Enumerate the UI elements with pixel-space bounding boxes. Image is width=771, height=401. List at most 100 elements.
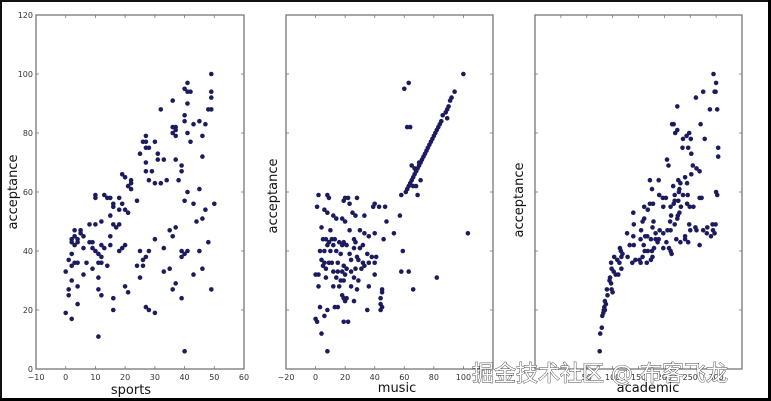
data-point <box>314 204 320 210</box>
music-ylabel: acceptance <box>266 159 281 234</box>
data-point <box>146 307 152 313</box>
data-point <box>188 139 193 145</box>
data-point <box>323 266 329 272</box>
data-point <box>378 295 383 301</box>
data-point <box>105 195 110 201</box>
data-point <box>331 213 336 218</box>
data-point <box>72 234 77 239</box>
x-tick-label: 300 <box>708 373 723 382</box>
data-point <box>81 272 86 277</box>
data-point <box>319 225 324 230</box>
data-point <box>382 204 388 210</box>
data-point <box>671 121 676 127</box>
data-point <box>325 307 330 313</box>
data-point <box>319 331 324 336</box>
data-point <box>356 278 361 283</box>
data-point <box>347 228 352 233</box>
data-point <box>75 301 80 307</box>
data-point <box>116 222 122 227</box>
data-point <box>677 210 682 215</box>
data-point <box>649 186 655 192</box>
data-point <box>399 192 404 198</box>
data-point <box>200 154 205 159</box>
data-point <box>179 254 184 260</box>
data-point <box>338 251 344 257</box>
data-point <box>357 228 363 233</box>
data-point <box>714 192 720 198</box>
x-tick-label: 20 <box>120 373 130 382</box>
data-point <box>611 254 617 260</box>
data-point <box>137 151 143 156</box>
data-point <box>203 207 208 212</box>
data-point <box>351 245 357 251</box>
data-point <box>617 260 622 266</box>
data-point <box>608 260 614 266</box>
data-point <box>185 130 190 136</box>
data-point <box>339 242 345 248</box>
axes-frame <box>534 14 743 370</box>
data-point <box>105 263 110 269</box>
data-point <box>119 201 125 207</box>
y-tick-label: 120 <box>18 11 33 20</box>
data-point <box>152 139 158 145</box>
data-point <box>316 192 321 198</box>
data-point <box>666 163 671 168</box>
data-point <box>345 195 351 201</box>
data-point <box>447 98 453 103</box>
y-tick-label: 0 <box>28 365 33 374</box>
data-point <box>179 163 184 168</box>
data-point <box>185 80 190 86</box>
data-point <box>182 118 187 124</box>
x-tick-label: 80 <box>429 373 439 382</box>
data-point <box>668 204 673 210</box>
data-point <box>342 272 348 277</box>
data-point <box>362 263 367 269</box>
data-point <box>191 272 196 277</box>
data-point <box>182 251 187 257</box>
data-point <box>342 219 348 224</box>
data-point <box>102 245 107 251</box>
data-point <box>348 257 354 263</box>
data-point <box>700 89 706 94</box>
data-point <box>651 245 657 251</box>
data-point <box>331 284 336 289</box>
data-point <box>146 248 152 254</box>
data-point <box>668 213 674 218</box>
data-point <box>143 254 149 260</box>
data-point <box>322 207 327 212</box>
data-point <box>705 225 710 230</box>
data-point <box>116 248 122 254</box>
data-point <box>676 177 681 183</box>
data-point <box>685 192 690 198</box>
data-point <box>167 266 172 272</box>
data-point <box>116 195 122 201</box>
data-point <box>182 113 187 118</box>
data-point <box>325 349 330 354</box>
data-point <box>72 228 77 233</box>
data-point <box>707 107 713 112</box>
data-point <box>638 236 643 242</box>
data-point <box>143 169 149 174</box>
data-point <box>684 133 689 139</box>
data-point <box>675 104 680 109</box>
data-point <box>158 107 164 112</box>
data-point <box>341 278 347 283</box>
data-point <box>693 95 699 100</box>
data-point <box>391 231 397 236</box>
data-point <box>313 272 318 277</box>
data-point <box>443 110 449 115</box>
data-point <box>362 213 367 218</box>
data-point <box>379 290 385 295</box>
data-point <box>409 163 415 168</box>
data-point <box>99 293 104 298</box>
data-point <box>685 145 691 151</box>
data-point <box>686 222 692 227</box>
data-point <box>344 242 349 248</box>
data-point <box>397 213 403 218</box>
data-point <box>616 272 621 277</box>
data-point <box>84 260 89 266</box>
data-point <box>170 130 175 136</box>
data-point <box>378 307 383 313</box>
watermark-text: 掘金技术社区 @ 布客飞龙 <box>472 362 728 387</box>
data-point <box>185 101 190 106</box>
